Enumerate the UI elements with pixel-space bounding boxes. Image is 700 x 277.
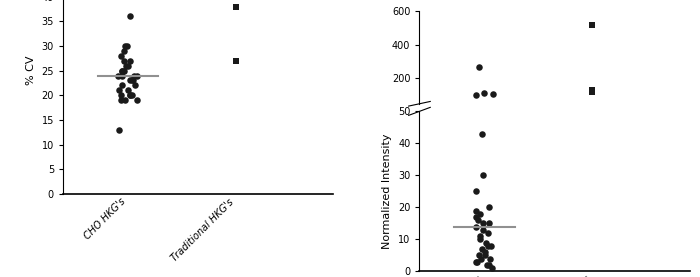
Point xyxy=(471,92,482,97)
Point xyxy=(118,68,130,73)
Y-axis label: % CV: % CV xyxy=(26,56,36,85)
Point xyxy=(470,224,482,229)
Point xyxy=(122,63,134,68)
Point xyxy=(230,4,241,9)
Point xyxy=(470,208,482,213)
Point xyxy=(117,73,128,78)
Point xyxy=(116,98,127,102)
Point xyxy=(121,44,132,48)
Point xyxy=(113,88,125,93)
Point xyxy=(127,93,138,98)
Point xyxy=(477,228,489,232)
Point xyxy=(473,218,484,222)
Point xyxy=(121,63,132,68)
Point xyxy=(483,231,494,235)
Point xyxy=(474,253,485,258)
Point xyxy=(480,240,491,245)
Point xyxy=(470,260,482,264)
Point xyxy=(475,212,486,216)
Point xyxy=(118,58,130,63)
Point xyxy=(486,266,498,270)
Point xyxy=(587,88,598,93)
Point xyxy=(118,49,130,53)
Point xyxy=(113,128,125,132)
Point xyxy=(475,234,486,238)
Point xyxy=(477,247,488,251)
Point xyxy=(130,83,141,88)
Point xyxy=(132,73,143,78)
Point xyxy=(480,253,491,258)
Point xyxy=(472,260,483,264)
Point xyxy=(483,244,494,248)
Point xyxy=(125,14,136,19)
Point xyxy=(116,68,127,73)
Point xyxy=(470,215,481,219)
Point xyxy=(480,250,491,255)
Point xyxy=(128,78,139,83)
Point xyxy=(477,221,489,226)
Point xyxy=(474,65,485,69)
Point xyxy=(124,93,135,98)
Point xyxy=(120,98,131,102)
Point xyxy=(587,22,598,27)
Point xyxy=(484,257,496,261)
Point xyxy=(116,54,127,58)
Point xyxy=(485,244,496,248)
Point xyxy=(230,58,241,63)
Point xyxy=(478,91,489,95)
Point xyxy=(122,88,134,93)
Point xyxy=(475,257,486,261)
Point xyxy=(476,132,487,136)
Point xyxy=(475,237,486,242)
Point xyxy=(129,73,140,78)
Point xyxy=(470,189,482,194)
Point xyxy=(587,90,598,94)
Point xyxy=(131,98,142,102)
Point xyxy=(488,91,499,96)
Point xyxy=(116,68,127,73)
Point xyxy=(116,83,127,88)
Y-axis label: Normalized Intensity: Normalized Intensity xyxy=(382,134,393,249)
Point xyxy=(124,93,135,98)
Point xyxy=(125,58,136,63)
Point xyxy=(484,263,495,267)
Point xyxy=(120,44,131,48)
Point xyxy=(484,221,495,226)
Point xyxy=(477,173,489,178)
Point xyxy=(113,73,124,78)
Point xyxy=(484,205,495,210)
Point xyxy=(126,78,137,83)
Point xyxy=(482,263,493,267)
Point xyxy=(124,78,135,83)
Point xyxy=(116,93,127,98)
